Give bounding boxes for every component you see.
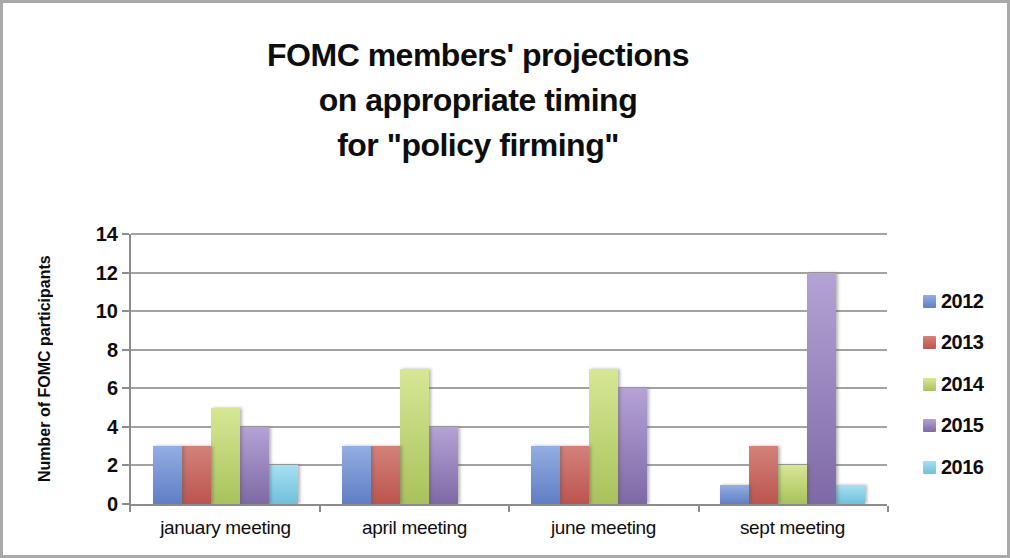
y-tick-mark	[122, 503, 129, 505]
legend-swatch-2016	[923, 461, 936, 474]
bar-2014-june	[589, 369, 618, 504]
gridline	[131, 387, 887, 389]
bar-2013-june	[560, 446, 589, 504]
y-tick-label: 2	[78, 455, 118, 475]
chart-title-line-1: FOMC members' projections	[3, 33, 953, 78]
legend-label-2012: 2012	[941, 290, 984, 313]
x-axis-label-april: april meeting	[320, 517, 509, 539]
y-tick-mark	[122, 272, 129, 274]
bar-2013-january	[182, 446, 211, 504]
bar-2016-january	[269, 465, 298, 504]
legend-item-2014: 2014	[923, 374, 984, 394]
legend-label-2015: 2015	[941, 414, 984, 437]
legend-item-2016: 2016	[923, 457, 984, 477]
y-axis-title: Number of FOMC participants	[31, 234, 59, 504]
x-axis-label-june: june meeting	[509, 517, 698, 539]
y-tick-mark	[122, 349, 129, 351]
x-tick-mark	[129, 506, 131, 512]
bar-2013-april	[371, 446, 400, 504]
bar-2014-april	[400, 369, 429, 504]
bar-2015-april	[429, 427, 458, 504]
y-tick-mark	[122, 464, 129, 466]
y-tick-label: 8	[78, 340, 118, 360]
y-tick-mark	[122, 426, 129, 428]
bar-2015-june	[618, 388, 647, 504]
bar-2016-sept	[836, 485, 865, 504]
y-axis-line	[129, 234, 131, 506]
bar-2015-january	[240, 427, 269, 504]
legend-item-2012: 2012	[923, 291, 984, 311]
plot-area	[131, 234, 887, 504]
y-tick-label: 12	[78, 263, 118, 283]
bar-2012-june	[531, 446, 560, 504]
legend-swatch-2014	[923, 378, 936, 391]
bar-2014-sept	[778, 465, 807, 504]
x-axis-line	[129, 504, 887, 506]
bar-2012-january	[153, 446, 182, 504]
x-tick-mark	[319, 506, 321, 512]
legend-swatch-2012	[923, 295, 936, 308]
chart-title-line-2: on appropriate timing	[3, 78, 953, 123]
bar-2012-sept	[720, 485, 749, 504]
bar-2012-april	[342, 446, 371, 504]
bar-2014-january	[211, 408, 240, 504]
x-axis-label-sept: sept meeting	[698, 517, 887, 539]
gridline	[131, 349, 887, 351]
gridline	[131, 233, 887, 235]
y-tick-label: 14	[78, 224, 118, 244]
y-tick-mark	[122, 233, 129, 235]
x-axis-label-january: january meeting	[131, 517, 320, 539]
legend-swatch-2013	[923, 336, 936, 349]
legend-label-2016: 2016	[941, 456, 984, 479]
gridline	[131, 272, 887, 274]
x-tick-mark	[887, 506, 889, 512]
y-tick-label: 6	[78, 378, 118, 398]
chart-title: FOMC members' projections on appropriate…	[3, 33, 953, 168]
y-tick-mark	[122, 387, 129, 389]
gridline	[131, 310, 887, 312]
bar-2015-sept	[807, 273, 836, 504]
legend-label-2013: 2013	[941, 331, 984, 354]
y-tick-label: 0	[78, 494, 118, 514]
legend-swatch-2015	[923, 419, 936, 432]
y-tick-label: 4	[78, 417, 118, 437]
legend-item-2015: 2015	[923, 416, 984, 436]
chart-title-line-3: for "policy firming"	[3, 123, 953, 168]
y-tick-mark	[122, 310, 129, 312]
x-tick-mark	[508, 506, 510, 512]
bar-2013-sept	[749, 446, 778, 504]
legend-item-2013: 2013	[923, 333, 984, 353]
y-tick-label: 10	[78, 301, 118, 321]
legend-label-2014: 2014	[941, 373, 984, 396]
x-tick-mark	[698, 506, 700, 512]
chart-window: FOMC members' projections on appropriate…	[0, 0, 1010, 558]
